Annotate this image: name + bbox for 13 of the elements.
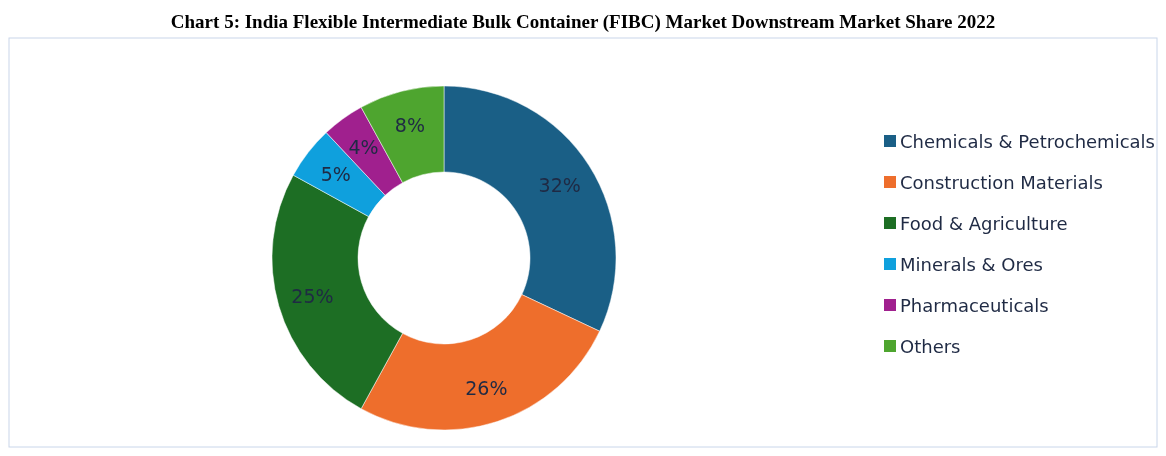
legend-label: Others: [900, 335, 961, 357]
legend-label: Construction Materials: [900, 171, 1103, 193]
data-label: 5%: [320, 163, 351, 186]
data-label: 32%: [538, 173, 581, 196]
legend-label: Chemicals & Petrochemicals: [900, 130, 1155, 152]
data-label: 25%: [291, 285, 334, 308]
chart-title: Chart 5: India Flexible Intermediate Bulk Container (FIBC) Market Downstream Market Share 2022: [170, 11, 996, 33]
data-label: 4%: [348, 136, 379, 159]
data-label: 8%: [394, 114, 426, 137]
legend-label: Minerals & Ores: [900, 253, 1043, 275]
legend-label: Pharmaceuticals: [900, 294, 1049, 316]
data-label: 26%: [465, 377, 508, 400]
legend-label: Food & Agriculture: [900, 212, 1068, 234]
